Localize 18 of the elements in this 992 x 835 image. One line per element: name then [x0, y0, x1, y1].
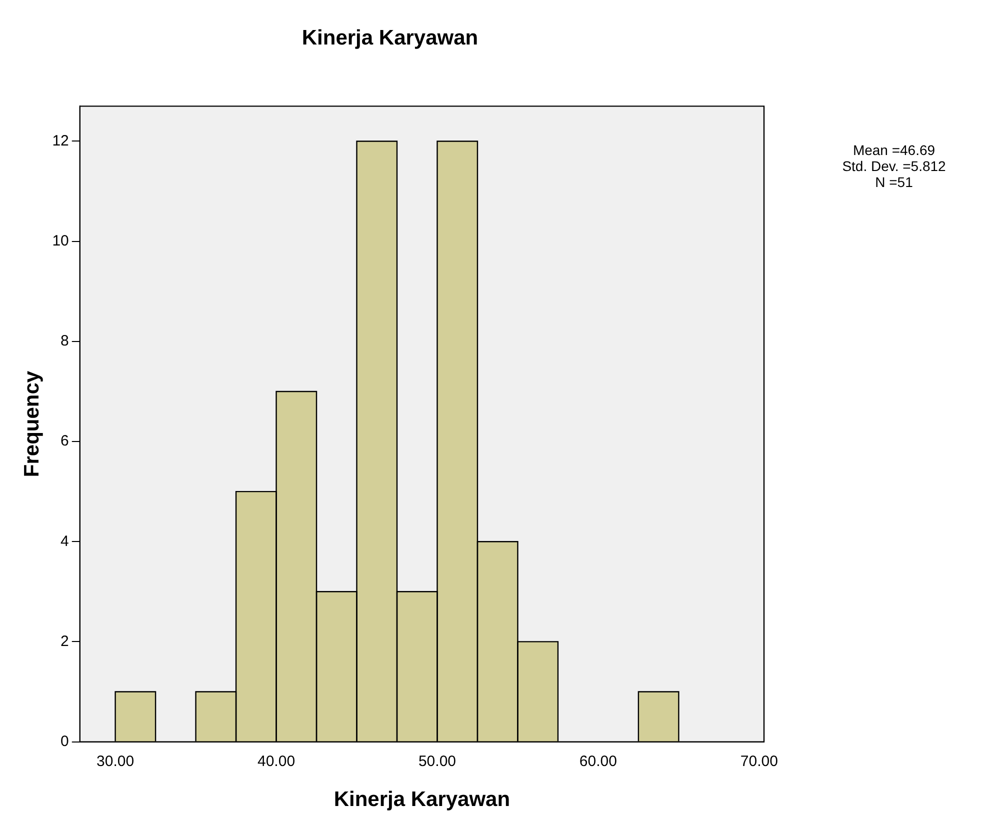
x-tick-label: 60.00	[579, 752, 617, 770]
x-tick-label: 30.00	[96, 752, 134, 770]
text: Std. Dev. =5.812	[842, 158, 946, 174]
text: Mean =46.69	[852, 142, 936, 158]
y-tick-label: 2	[60, 632, 69, 650]
x-tick-label: 40.00	[257, 752, 296, 770]
x-tick-label: 70.00	[740, 752, 778, 770]
y-tick-label: 6	[60, 432, 69, 450]
y-tick-label: 0	[60, 732, 69, 750]
x-axis-title: Kinerja Karyawan	[334, 788, 510, 812]
x-tick-label: 50.00	[418, 752, 456, 770]
text: N =51	[875, 174, 914, 190]
y-tick-label: 8	[60, 332, 69, 350]
y-tick-label: 10	[52, 232, 69, 250]
y-tick-label: 4	[60, 532, 69, 550]
chart-title: Kinerja Karyawan	[302, 26, 478, 50]
y-axis-title: Frequency	[20, 370, 44, 478]
y-tick-label: 12	[52, 132, 69, 150]
